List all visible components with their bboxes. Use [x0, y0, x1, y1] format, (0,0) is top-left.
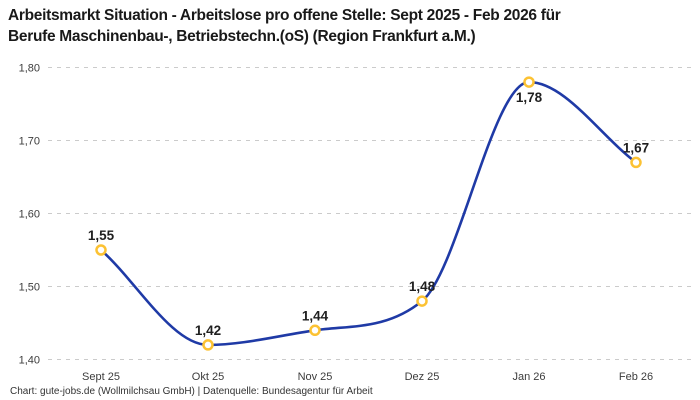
data-point-label: 1,48 [409, 279, 436, 294]
data-point-label: 1,78 [516, 90, 543, 105]
y-tick-label: 1,70 [19, 136, 40, 148]
x-tick-label: Dez 25 [405, 371, 440, 383]
data-point-label: 1,67 [623, 140, 649, 155]
data-point-marker [523, 76, 535, 88]
data-point-marker [95, 244, 107, 256]
y-tick-label: 1,80 [19, 63, 40, 75]
chart-title: Arbeitsmarkt Situation - Arbeitslose pro… [8, 5, 561, 47]
x-tick-label: Nov 25 [298, 371, 333, 383]
data-point-label: 1,55 [88, 228, 115, 243]
footer-credit: Chart: gute-jobs.de (Wollmilchsau GmbH) … [10, 386, 373, 397]
x-tick-label: Jan 26 [512, 371, 545, 383]
x-tick-label: Okt 25 [192, 371, 224, 383]
data-point-marker [202, 339, 214, 351]
x-tick-label: Sept 25 [82, 371, 120, 383]
chart-title-line-1: Arbeitsmarkt Situation - Arbeitslose pro… [8, 7, 561, 24]
data-point-label: 1,44 [302, 308, 329, 323]
chart-title-line-2: Berufe Maschinenbau-, Betriebstechn.(oS)… [8, 28, 476, 45]
data-point-label: 1,42 [195, 323, 221, 338]
y-tick-label: 1,60 [19, 209, 40, 221]
data-point-marker [630, 156, 642, 169]
y-tick-label: 1,50 [19, 282, 40, 294]
y-tick-label: 1,40 [19, 355, 40, 367]
data-point-marker [309, 324, 321, 337]
x-tick-label: Feb 26 [619, 371, 653, 383]
trend-line [99, 80, 638, 347]
data-point-marker [416, 295, 428, 307]
